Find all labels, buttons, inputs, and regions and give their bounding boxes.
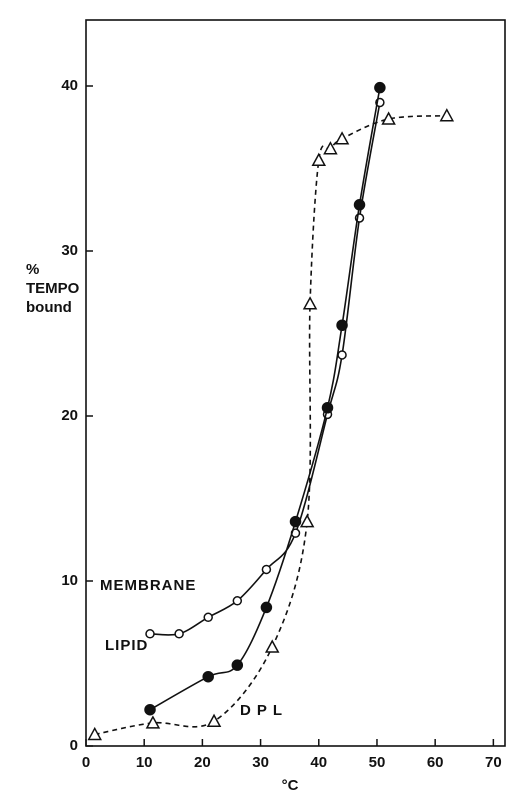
circle-marker: [374, 81, 386, 94]
circle-marker: [232, 596, 243, 606]
x-tick-label: 70: [485, 754, 502, 771]
circle-marker: [321, 402, 334, 414]
circle-marker: [353, 199, 366, 211]
triangle-marker: [87, 726, 102, 741]
x-axis-label: °C: [282, 777, 299, 794]
series-curve: [149, 102, 381, 636]
y-tick-label: 20: [61, 407, 78, 424]
x-tick-label: 50: [369, 754, 386, 771]
y-axis-label: TEMPO: [26, 280, 80, 297]
triangle-marker: [145, 715, 161, 729]
x-tick-label: 10: [136, 754, 153, 771]
y-tick-label: 0: [70, 737, 78, 754]
circle-marker: [337, 350, 347, 360]
triangle-marker: [206, 713, 222, 727]
series-label: MEMBRANE: [100, 577, 196, 594]
series-curve: [149, 87, 381, 711]
y-tick-label: 10: [61, 572, 78, 589]
circle-marker: [261, 564, 272, 575]
series-label: DPL: [240, 702, 288, 719]
circle-marker: [144, 703, 156, 716]
y-tick-label: 40: [61, 77, 78, 94]
circle-marker: [145, 629, 155, 639]
triangle-marker: [311, 152, 327, 166]
triangle-marker: [264, 639, 280, 653]
triangle-marker: [323, 141, 338, 155]
triangle-marker: [381, 111, 396, 125]
x-tick-label: 20: [194, 754, 211, 771]
triangle-marker: [299, 514, 315, 528]
triangle-marker: [302, 296, 318, 310]
triangle-marker: [334, 131, 350, 145]
y-axis-label: bound: [26, 299, 72, 316]
circle-marker: [260, 601, 273, 614]
circle-marker: [202, 670, 214, 683]
x-tick-label: 60: [427, 754, 444, 771]
circle-marker: [231, 659, 244, 671]
circle-marker: [174, 629, 184, 639]
series-label: LIPID: [105, 637, 148, 654]
plot-frame: [85, 19, 506, 747]
y-axis-label: %: [26, 261, 39, 278]
y-tick-label: 30: [61, 242, 78, 259]
x-tick-label: 0: [82, 754, 90, 771]
circle-marker: [336, 319, 348, 331]
x-tick-label: 30: [252, 754, 269, 771]
circle-marker: [289, 515, 302, 528]
circle-marker: [203, 612, 213, 623]
x-tick-label: 40: [310, 754, 327, 771]
triangle-marker: [439, 108, 455, 122]
